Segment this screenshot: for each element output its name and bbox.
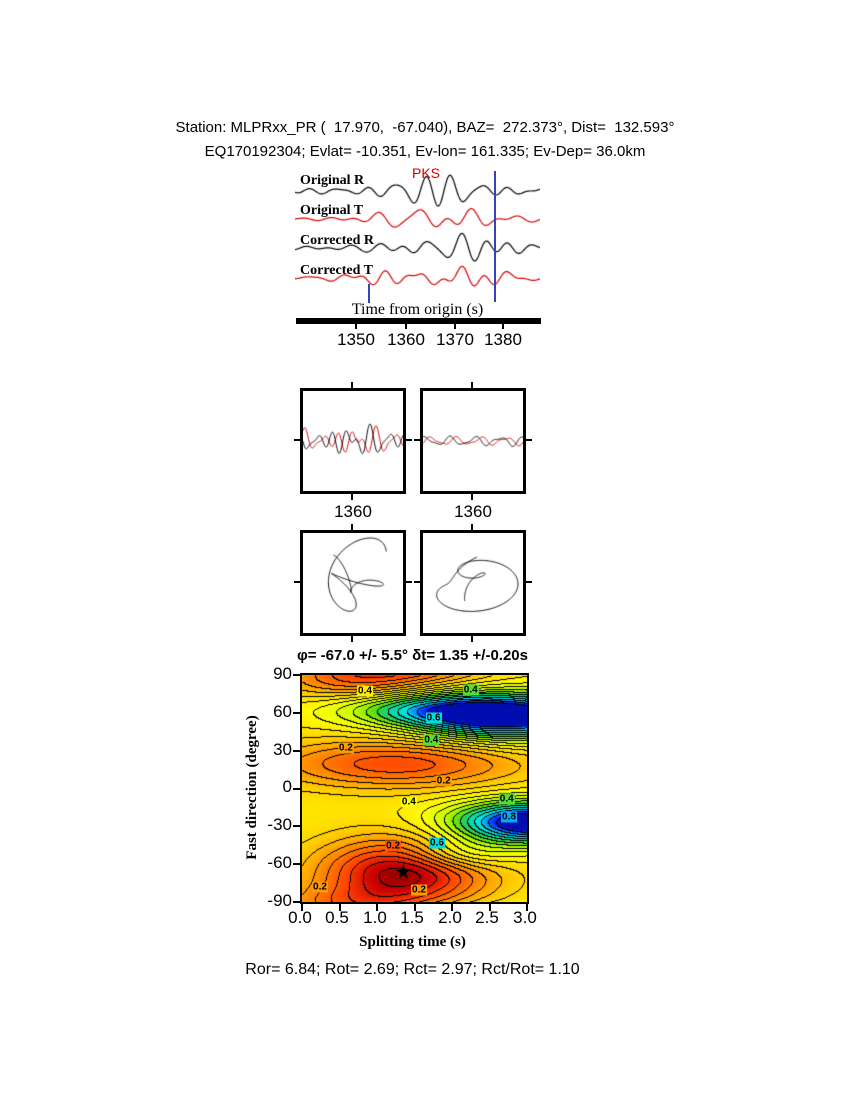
y-tick-mark bbox=[293, 787, 300, 790]
tick-mark bbox=[526, 439, 532, 441]
tick-mark bbox=[526, 581, 532, 583]
window-waveform-canvas-left bbox=[303, 391, 403, 491]
window-end-marker bbox=[494, 171, 496, 302]
time-tick-mark bbox=[355, 324, 357, 329]
contour-label: 0.4 bbox=[400, 796, 417, 808]
trace-label-corrected-t: Corrected T bbox=[300, 263, 373, 278]
time-axis-label: Time from origin (s) bbox=[351, 301, 484, 318]
y-tick-label: -60 bbox=[267, 853, 292, 872]
stats-line: Ror= 6.84; Rot= 2.69; Rct= 2.97; Rct/Rot… bbox=[245, 961, 580, 978]
x-tick-label: 0.5 bbox=[325, 908, 349, 927]
tick-mark bbox=[471, 382, 473, 388]
trace-label-corrected-r: Corrected R bbox=[300, 233, 374, 248]
contour-label: 0.6 bbox=[425, 712, 442, 724]
tick-mark bbox=[471, 494, 473, 500]
tick-mark bbox=[406, 581, 412, 583]
y-tick-label: 30 bbox=[273, 740, 292, 759]
station-info-line: Station: MLPRxx_PR ( 17.970, -67.040), B… bbox=[175, 119, 675, 136]
contour-label: 0.6 bbox=[429, 837, 445, 849]
tick-mark bbox=[294, 439, 300, 441]
particle-motion-canvas-right bbox=[423, 533, 523, 633]
y-tick-label: -30 bbox=[267, 815, 292, 834]
time-tick-mark bbox=[502, 324, 504, 329]
time-tick-mark bbox=[405, 324, 407, 329]
best-fit-star: ★ bbox=[394, 861, 413, 884]
trace-label-original-t: Original T bbox=[300, 203, 364, 218]
x-tick-label: 1.0 bbox=[363, 908, 387, 927]
window-tick-label-right: 1360 bbox=[454, 502, 492, 521]
window-start-marker bbox=[368, 284, 370, 303]
tick-mark bbox=[406, 439, 412, 441]
particle-motion-panel-left bbox=[294, 524, 412, 642]
contour-label: 0.4 bbox=[462, 684, 479, 696]
y-tick-label: 60 bbox=[273, 702, 292, 721]
contour-label: 0.8 bbox=[501, 811, 517, 823]
x-tick-mark bbox=[526, 904, 528, 911]
x-axis-label: Splitting time (s) bbox=[359, 934, 466, 950]
y-tick-mark bbox=[293, 674, 300, 676]
y-tick-label: 0 bbox=[282, 777, 292, 796]
x-tick-label: 2.5 bbox=[475, 908, 499, 927]
x-tick-label: 3.0 bbox=[513, 908, 537, 927]
contour-label: 0.2 bbox=[337, 742, 354, 754]
x-tick-mark bbox=[488, 904, 491, 911]
time-tick-label: 1360 bbox=[387, 330, 425, 349]
tick-mark bbox=[471, 524, 473, 530]
y-tick-mark bbox=[293, 863, 300, 866]
tick-mark bbox=[414, 581, 420, 583]
splitting-result-title: φ= -67.0 +/- 5.5° δt= 1.35 +/-0.20s bbox=[297, 647, 528, 664]
splitting-error-surface: ★ 0.4 0.4 0.6 0.4 0.2 0.2 0.4 0.4 0.8 0.2 0.6 0.2 0.… bbox=[293, 673, 529, 911]
event-info-line: EQ170192304; Evlat= -10.351, Ev-lon= 161… bbox=[204, 143, 646, 160]
window-waveform-panel-right bbox=[414, 382, 532, 500]
time-tick-label: 1370 bbox=[436, 330, 474, 349]
phase-label-pks: PKS bbox=[412, 165, 441, 181]
y-tick-mark bbox=[293, 749, 300, 752]
x-tick-label: 0.0 bbox=[288, 908, 312, 927]
y-tick-mark bbox=[293, 711, 300, 714]
tick-mark bbox=[471, 636, 473, 642]
contour-label: 0.2 bbox=[312, 881, 328, 893]
tick-mark bbox=[351, 636, 353, 642]
particle-motion-panel-right bbox=[414, 524, 532, 642]
y-tick-label: 90 bbox=[273, 664, 292, 683]
x-tick-mark bbox=[338, 904, 341, 911]
time-tick-label: 1350 bbox=[337, 330, 375, 349]
x-tick-mark bbox=[451, 904, 453, 911]
contour-label: 0.2 bbox=[411, 884, 427, 895]
y-tick-label: -90 bbox=[267, 891, 292, 910]
x-tick-mark bbox=[376, 904, 378, 911]
x-tick-label: 2.0 bbox=[438, 908, 462, 927]
x-tick-mark bbox=[413, 904, 416, 911]
window-waveform-canvas-right bbox=[423, 391, 523, 491]
x-tick-label: 1.5 bbox=[400, 908, 424, 927]
y-tick-mark bbox=[293, 901, 300, 903]
y-tick-mark bbox=[293, 825, 300, 828]
time-tick-label: 1380 bbox=[484, 330, 522, 349]
contour-label: 0.4 bbox=[357, 685, 373, 697]
x-tick-mark bbox=[301, 904, 303, 911]
time-axis-bar bbox=[296, 318, 541, 324]
particle-motion-canvas-left bbox=[303, 533, 403, 633]
tick-mark bbox=[294, 581, 300, 583]
tick-mark bbox=[351, 382, 353, 388]
trace-label-original-r: Original R bbox=[300, 173, 365, 188]
tick-mark bbox=[414, 439, 420, 441]
tick-mark bbox=[351, 494, 353, 500]
time-tick-mark bbox=[454, 324, 456, 329]
tick-mark bbox=[351, 524, 353, 530]
waveform-traces-canvas bbox=[295, 165, 540, 305]
contour-label: 0.4 bbox=[423, 734, 440, 746]
contour-label: 0.4 bbox=[498, 793, 515, 805]
contour-label: 0.2 bbox=[385, 840, 402, 852]
contour-label: 0.2 bbox=[435, 775, 452, 787]
window-waveform-panel-left bbox=[294, 382, 412, 500]
window-tick-label-left: 1360 bbox=[334, 502, 372, 521]
contour-canvas bbox=[302, 675, 527, 902]
